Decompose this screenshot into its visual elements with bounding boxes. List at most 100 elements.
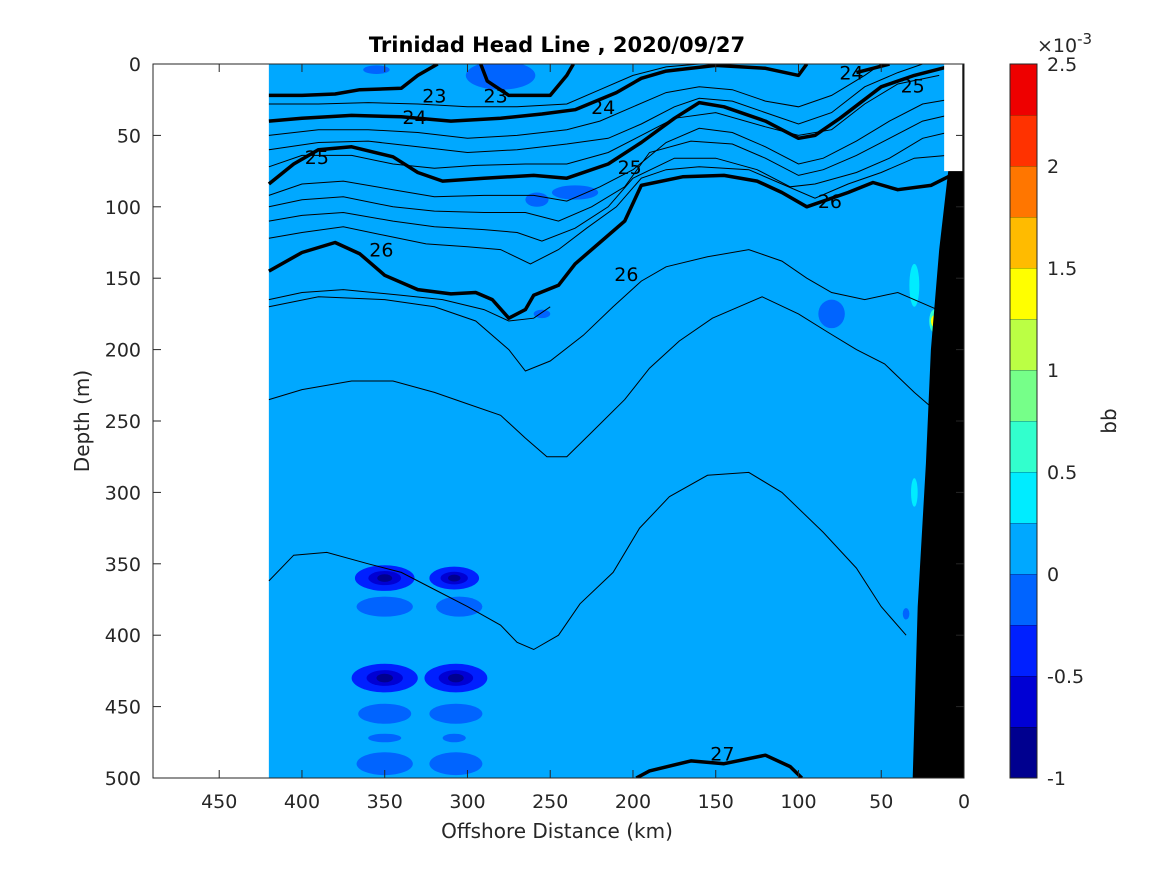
x-axis-ticks: 450 400 350 300 250 200 150 100 50 0 — [201, 64, 970, 813]
anomaly-patch — [818, 299, 845, 329]
contour-label: 24 — [402, 107, 426, 129]
contour-label: 25 — [901, 75, 925, 97]
x-tick-label: 300 — [449, 791, 485, 813]
x-tick-label: 250 — [532, 791, 568, 813]
chart-title: Trinidad Head Line , 2020/09/27 — [369, 33, 745, 57]
anomaly-core — [376, 673, 393, 683]
isopycnal-labeled — [855, 64, 890, 75]
isopycnal-thin — [268, 296, 932, 458]
anomaly-patch — [525, 192, 549, 207]
isopycnal-thin — [268, 64, 923, 154]
anomaly-patch — [911, 478, 918, 507]
colorbar-segment — [1010, 166, 1037, 217]
contour-label: 26 — [369, 240, 393, 262]
colorbar-tick-label: 2.5 — [1047, 54, 1077, 76]
colorbar-segment — [1010, 217, 1037, 268]
colorbar-exponent-power: -3 — [1077, 30, 1092, 48]
isopycnal-thin — [268, 64, 882, 139]
colorbar-exponent: ×10-3 — [1037, 30, 1092, 57]
anomaly-patch — [902, 608, 910, 620]
field-background — [268, 64, 964, 778]
isopycnal-thin — [268, 154, 948, 265]
y-axis-ticks: 0 50 100 150 200 250 300 350 400 450 500 — [105, 54, 964, 790]
colorbar-tick-label: 0.5 — [1047, 462, 1077, 484]
isopycnal-thin — [268, 289, 551, 322]
isopycnal-labeled — [635, 753, 804, 778]
anomaly-core — [377, 574, 393, 582]
anomaly-patch — [533, 309, 551, 319]
colorbar-frame — [1009, 63, 1038, 779]
anomaly-patch — [368, 733, 402, 743]
colorbar-segment — [1010, 268, 1037, 319]
isopycnal-thin — [268, 132, 948, 242]
contour-label: 23 — [422, 85, 446, 107]
y-tick-label: 150 — [105, 268, 141, 290]
labeled-isopycnals — [267, 64, 952, 778]
x-axis-label: Offshore Distance (km) — [441, 819, 673, 843]
contour-label: 26 — [614, 264, 638, 286]
colorbar-segment — [1010, 472, 1037, 523]
isopycnal-thin — [268, 99, 948, 202]
anomaly-patch — [358, 703, 412, 724]
y-tick-label: 200 — [105, 340, 141, 362]
colorbar-segment — [1010, 676, 1037, 727]
anomaly-patch — [363, 65, 390, 74]
anomaly-patches — [351, 64, 940, 776]
colorbar-segment — [1010, 625, 1037, 676]
anomaly-patch — [551, 185, 599, 200]
colorbar-tick-label: 1 — [1047, 360, 1059, 382]
y-tick-label: 50 — [117, 125, 141, 147]
colorbar-segment — [1010, 727, 1037, 778]
anomaly-patch — [436, 596, 483, 617]
y-tick-label: 500 — [105, 768, 141, 790]
y-tick-label: 350 — [105, 554, 141, 576]
x-tick-label: 200 — [615, 791, 651, 813]
contour-label: 24 — [591, 97, 615, 119]
x-tick-label: 50 — [869, 791, 893, 813]
anomaly-patch — [442, 733, 466, 743]
thin-isopycnals — [268, 64, 948, 651]
y-tick-label: 400 — [105, 625, 141, 647]
x-tick-label: 150 — [698, 791, 734, 813]
colorbar-ticks: 2.5 2 1.5 1 0.5 0 -0.5 -1 — [1047, 54, 1084, 790]
y-tick-label: 0 — [129, 54, 141, 76]
anomaly-patch — [429, 703, 483, 724]
colorbar-segment — [1010, 574, 1037, 625]
anomaly-patch — [909, 263, 920, 307]
contour-label: 25 — [305, 147, 329, 169]
colorbar-tick-label: 0 — [1047, 564, 1059, 586]
colorbar-segment — [1010, 523, 1037, 574]
anomaly-patch — [429, 752, 483, 776]
colorbar-exponent-base: ×10 — [1037, 35, 1077, 57]
anomaly-core — [448, 673, 464, 683]
isopycnal-thin — [268, 471, 907, 651]
x-tick-label: 0 — [958, 791, 970, 813]
contour-label: 26 — [818, 191, 842, 213]
isopycnal-thin — [268, 249, 948, 372]
anomaly-core — [448, 574, 461, 582]
contour-label: 25 — [618, 157, 642, 179]
colorbar-tick-label: -1 — [1047, 768, 1066, 790]
colorbar-tick-label: 1.5 — [1047, 258, 1077, 280]
bathymetry — [912, 64, 964, 778]
y-tick-label: 450 — [105, 697, 141, 719]
y-axis-label: Depth (m) — [70, 370, 94, 472]
y-tick-label: 250 — [105, 411, 141, 433]
isopycnal-labeled — [479, 64, 575, 98]
isopycnal-labeled — [267, 65, 948, 186]
isopycnal-thin — [268, 64, 700, 108]
contour-label: 23 — [484, 85, 508, 107]
colorbar-tick-label: -0.5 — [1047, 666, 1084, 688]
x-tick-label: 450 — [201, 791, 237, 813]
colorbar-segment — [1010, 319, 1037, 370]
coastal-white-gap — [944, 64, 963, 172]
isopycnal-thin — [268, 74, 940, 169]
anomaly-patch — [356, 752, 413, 776]
contour-label: 27 — [710, 744, 734, 766]
colorbar-segment — [1010, 64, 1037, 115]
isopycnal-labeled — [268, 64, 439, 98]
isopycnal-labeled — [268, 173, 952, 320]
isopycnal-labeled — [268, 64, 809, 123]
